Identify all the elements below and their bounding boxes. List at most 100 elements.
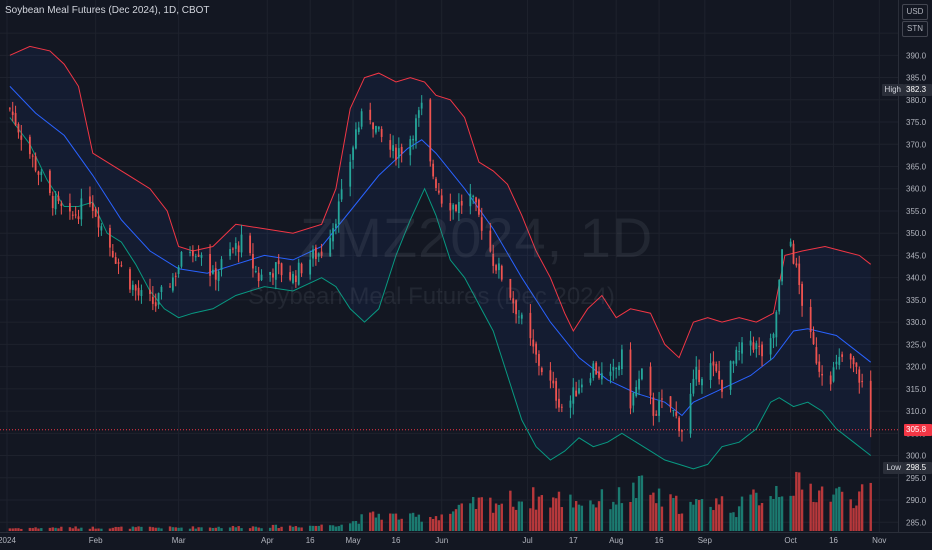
volume-bar (532, 487, 535, 531)
candle-body (558, 398, 560, 408)
candle-body (117, 262, 120, 264)
volume-bar (729, 512, 732, 531)
candle-body (369, 109, 372, 120)
low-label: Low (883, 462, 904, 475)
candle-body (789, 241, 792, 247)
volume-bar (772, 498, 775, 531)
volume-bar (440, 514, 443, 531)
volume-bar (838, 486, 841, 531)
candle-body (71, 214, 74, 216)
candle-body (515, 300, 517, 315)
candle-body (469, 193, 472, 207)
volume-bar (114, 526, 117, 531)
volume-bar (680, 513, 684, 531)
candle-body (635, 387, 638, 397)
volume-bar (34, 527, 37, 531)
candle-body (292, 273, 294, 284)
volume-bar (394, 513, 398, 531)
candle-body (131, 284, 134, 290)
currency-stn-button[interactable]: STN (902, 21, 928, 37)
candle-body (495, 265, 497, 271)
candle-body (309, 259, 312, 275)
price-tick-label: 285.0 (906, 518, 927, 527)
volume-bar (200, 527, 203, 531)
candle-body (600, 373, 603, 380)
volume-bar (257, 527, 260, 531)
volume-bar (111, 527, 115, 531)
volume-bar (637, 475, 641, 531)
currency-usd-button[interactable]: USD (902, 4, 928, 20)
candle-body (429, 99, 432, 162)
candle-body (49, 170, 51, 194)
candle-body (335, 223, 337, 229)
volume-bar (268, 527, 272, 531)
candle-body (555, 381, 558, 401)
candle-body (560, 406, 563, 408)
candle-body (134, 285, 137, 291)
volume-bar (220, 528, 223, 531)
volume-bar (20, 528, 23, 531)
price-tick-label: 345.0 (906, 251, 927, 260)
volume-bar (137, 526, 140, 531)
candle-body (532, 339, 535, 347)
candle-body (715, 363, 718, 372)
chart-grid (0, 0, 932, 533)
volume-bar (177, 527, 180, 531)
volume-bar (520, 501, 523, 531)
candle-body (732, 361, 735, 364)
candle-body (17, 124, 20, 133)
candle-body (357, 127, 360, 133)
volume-bar (380, 519, 383, 531)
volume-bar (829, 501, 832, 531)
candle-body (869, 380, 872, 429)
volume-bar (274, 524, 278, 531)
basis-line (9, 86, 872, 417)
candle-body (372, 122, 374, 130)
candle-body (801, 283, 803, 306)
price-tick-label: 325.0 (906, 340, 927, 349)
candle-body (432, 163, 435, 177)
candle-body (31, 155, 34, 157)
volume-bar (251, 526, 255, 531)
candle-body (695, 366, 698, 380)
candle-body (180, 251, 183, 267)
candle-body (835, 361, 838, 365)
candle-body (792, 243, 795, 264)
time-tick-label: Aug (609, 536, 623, 545)
candle-body (297, 262, 300, 285)
candle-body (775, 312, 778, 338)
candle-body (151, 296, 154, 304)
price-tick-label: 310.0 (906, 407, 927, 416)
time-tick-label: May (345, 536, 360, 545)
candle-body (692, 378, 695, 394)
volume-bar (695, 499, 698, 531)
volume-bar (640, 475, 644, 531)
volume-bar (237, 526, 240, 531)
volume-bar (409, 513, 412, 531)
candle-body (320, 251, 323, 256)
candle-body (189, 251, 191, 253)
volume-bar (818, 490, 821, 531)
volume-bar (580, 505, 584, 531)
candle-body (540, 368, 543, 373)
volume-bar (760, 503, 764, 531)
volume-bar (749, 494, 752, 531)
candle-body (500, 265, 503, 280)
volume-bar (280, 526, 283, 531)
price-axis: 285.0290.0295.0300.0305.0310.0315.0320.0… (906, 29, 927, 527)
candle-body (538, 354, 540, 366)
candle-body (618, 365, 620, 371)
time-tick-label: 16 (829, 536, 838, 545)
volume-bar (474, 509, 478, 531)
candle-body (277, 260, 280, 265)
volume-bar (675, 495, 678, 531)
volume-bar (514, 509, 518, 531)
candle-body (612, 366, 615, 371)
price-tick-label: 295.0 (906, 474, 927, 483)
volume-bar (809, 483, 812, 531)
candle-body (721, 379, 723, 392)
volume-bar (494, 503, 498, 531)
volume-bar (14, 528, 17, 531)
candle-body (520, 314, 523, 319)
